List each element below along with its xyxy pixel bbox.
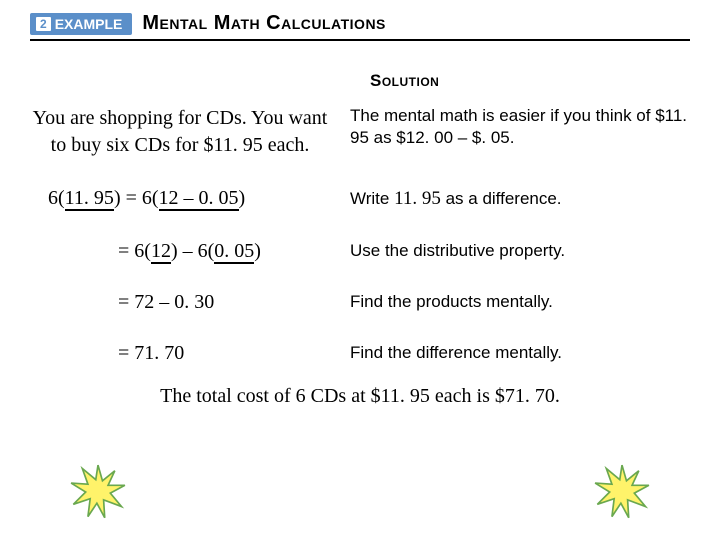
example-label: EXAMPLE (55, 16, 123, 32)
page-title: Mental Math Calculations (142, 12, 386, 35)
starburst-icon-right (594, 464, 650, 520)
step1-math: 6(11. 95) = 6(12 – 0. 05) (48, 187, 245, 211)
intro-desc: The mental math is easier if you think o… (350, 105, 690, 149)
example-badge: 2 EXAMPLE (30, 13, 132, 35)
starburst-icon-left (70, 464, 126, 520)
row-step-2: = 6(12) – 6(0. 05) Use the distributive … (30, 240, 690, 263)
step4-desc: Find the difference mentally. (350, 342, 690, 364)
title-underline (30, 39, 690, 41)
row-step-3: = 72 – 0. 30 Find the products mentally. (30, 291, 690, 314)
row-intro: You are shopping for CDs. You want to bu… (30, 105, 690, 159)
step2-desc: Use the distributive property. (350, 240, 690, 262)
example-number: 2 (36, 17, 51, 31)
step3-desc: Find the products mentally. (350, 291, 690, 313)
solution-heading: Solution (370, 71, 690, 91)
header-row: 2 EXAMPLE Mental Math Calculations (30, 12, 690, 35)
step4-math: = 71. 70 (118, 342, 330, 365)
row-step-1: 6(11. 95) = 6(12 – 0. 05) Write 11. 95 a… (30, 187, 690, 212)
row-step-4: = 71. 70 Find the difference mentally. (30, 342, 690, 365)
problem-text: You are shopping for CDs. You want to bu… (30, 105, 330, 159)
conclusion-text: The total cost of 6 CDs at $11. 95 each … (30, 385, 690, 408)
step1-desc: Write 11. 95 as a difference. (350, 189, 562, 208)
step2-math: = 6(12) – 6(0. 05) (118, 240, 261, 264)
step3-math: = 72 – 0. 30 (118, 291, 330, 314)
